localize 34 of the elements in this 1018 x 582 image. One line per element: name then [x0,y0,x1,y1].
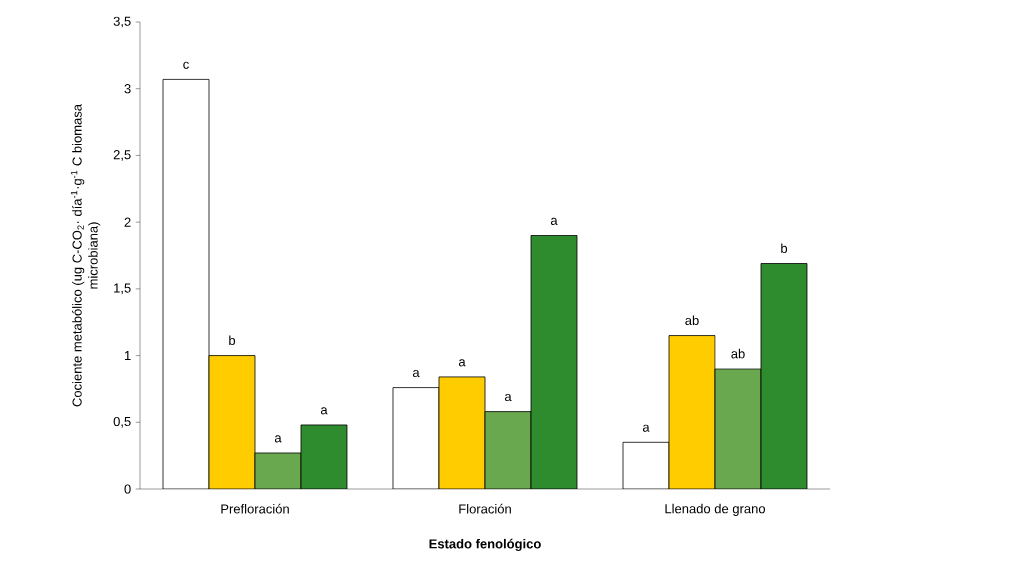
annotation: ab [685,315,699,326]
annotation: ab [731,348,745,359]
bar [438,376,486,489]
annotation: a [320,407,328,415]
annotation: a [458,359,466,367]
bar [208,355,256,489]
bar [668,335,716,489]
y-tick-label: 0,5 [113,416,131,428]
x-axis-title: Estado fenológico [429,538,541,552]
x-tick-label: Llenado de grano [665,503,766,516]
y-tick-label: 1,5 [114,283,131,295]
y-tick-label: 3 [124,84,131,94]
text: Cociente metabólico (ug C-CO$_{2}$· día$^{-1}$·g$^{-1}$ C biomasa microbiana) [70,103,101,407]
x-tick-label: Floración [459,503,511,514]
annotation: b [229,335,236,346]
annotation: a [412,369,420,378]
bar [530,235,578,489]
bar [254,452,302,489]
bar [484,411,532,489]
bar [760,263,808,489]
bar [714,368,762,489]
y-tick-label: 3,5 [113,16,131,28]
annotation: a [504,393,512,402]
y-tick-label: 2 [124,217,131,227]
annotation: b [781,243,788,253]
y-tick-label: 0 [124,484,131,494]
annotation: c [183,61,189,69]
annotation: a [550,217,558,225]
bar [300,424,348,489]
x-tick-label: Prefloración [221,503,289,514]
y-tick-label: 2,5 [113,150,131,161]
annotation: a [274,435,282,443]
y-tick-label: 1 [124,351,131,361]
annotation: a [642,424,650,432]
